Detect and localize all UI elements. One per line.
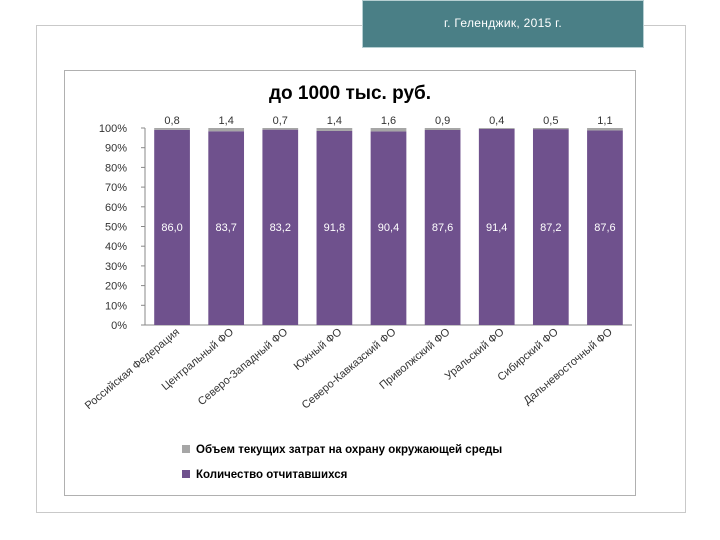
category-label: Северо-Кавказский ФО <box>300 326 399 412</box>
y-tick-label: 20% <box>105 281 127 293</box>
data-label-reporting: 91,8 <box>324 222 345 234</box>
legend-label: Объем текущих затрат на охрану окружающе… <box>196 444 502 456</box>
category-label: Северо-Западный ФО <box>196 326 291 408</box>
bar-segment-reporting <box>424 130 461 325</box>
data-label-expenses: 0,8 <box>164 115 179 127</box>
category-label: Российская Федерация <box>83 326 182 412</box>
bar-segment-reporting <box>532 129 569 325</box>
bar-segment-reporting <box>316 130 353 325</box>
chart-title: до 1000 тыс. руб. <box>269 83 431 104</box>
header-box: г. Геленджик, 2015 г. <box>362 0 644 48</box>
y-tick-label: 80% <box>105 162 127 174</box>
legend-swatch <box>182 470 190 478</box>
bar-segment-reporting <box>370 131 407 325</box>
y-tick-label: 0% <box>111 320 127 332</box>
bar-segment-reporting <box>154 129 190 325</box>
data-label-expenses: 1,1 <box>597 115 612 127</box>
location-text: г. Геленджик, 2015 г. <box>443 16 563 30</box>
data-label-reporting: 91,4 <box>486 222 507 234</box>
y-tick-label: 30% <box>105 261 127 273</box>
bar-segment-expenses <box>316 128 353 131</box>
category-label: Южный ФО <box>292 326 345 373</box>
y-tick-label: 40% <box>105 241 127 253</box>
data-label-reporting: 86,0 <box>161 222 182 234</box>
data-label-expenses: 0,7 <box>273 115 288 127</box>
data-label-expenses: 0,5 <box>543 115 558 127</box>
bar-segment-reporting <box>478 128 515 325</box>
data-label-reporting: 90,4 <box>378 222 399 234</box>
bar-segment-reporting <box>262 129 299 325</box>
legend-swatch <box>182 445 190 453</box>
bar-segment-expenses <box>154 128 190 130</box>
data-label-expenses: 1,4 <box>327 115 342 127</box>
data-label-reporting: 87,6 <box>432 222 453 234</box>
bar-segment-expenses <box>262 128 299 130</box>
legend-label: Количество отчитавшихся <box>196 469 347 481</box>
y-tick-label: 90% <box>105 143 127 155</box>
y-tick-label: 70% <box>105 182 127 194</box>
y-tick-label: 60% <box>105 202 127 214</box>
data-label-expenses: 1,4 <box>219 115 234 127</box>
data-label-expenses: 1,6 <box>381 115 396 127</box>
bar-segment-expenses <box>370 128 407 132</box>
bar-segment-expenses <box>478 128 515 129</box>
bar-segment-expenses <box>587 128 623 131</box>
data-label-expenses: 0,9 <box>435 115 450 127</box>
y-tick-label: 100% <box>99 123 127 135</box>
data-label-expenses: 0,4 <box>489 115 504 127</box>
y-tick-label: 50% <box>105 222 127 234</box>
bar-segment-reporting <box>208 131 245 325</box>
data-label-reporting: 83,2 <box>270 222 291 234</box>
bar-segment-expenses <box>532 128 569 130</box>
data-label-reporting: 87,2 <box>540 222 561 234</box>
data-label-reporting: 83,7 <box>215 222 236 234</box>
bar-segment-reporting <box>587 130 623 325</box>
bar-segment-expenses <box>208 128 245 132</box>
data-label-reporting: 87,6 <box>594 222 615 234</box>
category-label: Дальневосточный ФО <box>521 326 615 407</box>
y-tick-label: 10% <box>105 300 127 312</box>
bar-segment-expenses <box>424 128 461 131</box>
slide-frame <box>36 25 686 513</box>
